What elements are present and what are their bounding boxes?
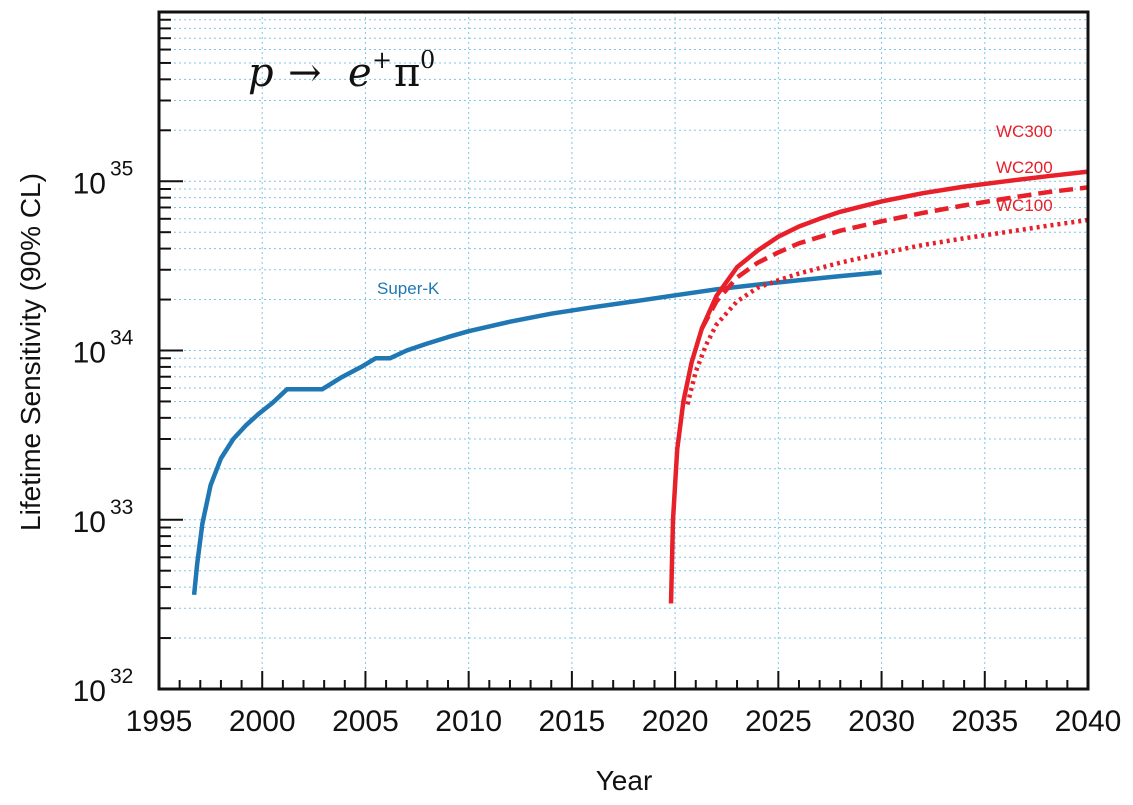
y-axis-title: Lifetime Sensitivity (90% CL) <box>15 173 46 531</box>
series-label-wc200: WC200 <box>996 158 1053 177</box>
formula-pion: π <box>394 50 420 96</box>
x-tick-label: 2015 <box>539 705 606 738</box>
x-axis-title: Year <box>596 765 653 796</box>
y-tick-label-base: 10 <box>73 506 106 539</box>
series-line-super-k <box>191 269 882 596</box>
y-tick-label-exponent: 35 <box>110 157 133 180</box>
x-tick-label: 2035 <box>951 705 1018 738</box>
y-tick-label-exponent: 32 <box>110 665 133 688</box>
series-labels: Super-K WC300 WC200 WC100 <box>377 122 1053 298</box>
y-tick-label-exponent: 33 <box>110 496 133 519</box>
series-line-wc300 <box>668 169 1089 604</box>
x-tick-labels: 1995 2000 2005 2010 2015 2020 2025 2030 2035 2040 <box>126 705 1122 738</box>
x-tick-label: 2020 <box>642 705 709 738</box>
y-tick-label-base: 10 <box>73 167 106 200</box>
x-tick-label: 2010 <box>435 705 502 738</box>
x-tick-label: 2040 <box>1055 705 1122 738</box>
x-tick-label: 2000 <box>229 705 296 738</box>
formula-proton: p <box>248 50 274 96</box>
formula-arrow: → <box>288 50 322 96</box>
y-tick-label-base: 10 <box>73 337 106 370</box>
plot-frame <box>157 10 1090 691</box>
y-tick-label-base: 10 <box>73 675 106 708</box>
formula-pion-charge: 0 <box>420 46 435 74</box>
series-label-wc100: WC100 <box>996 196 1053 215</box>
series-label-wc300: WC300 <box>996 122 1053 141</box>
series-lines <box>191 169 1089 604</box>
x-tick-label: 2005 <box>332 705 399 738</box>
formula-positron: e <box>348 50 372 96</box>
series-line-wc100 <box>685 217 1089 405</box>
formula-positron-charge: + <box>372 46 392 74</box>
x-tick-label: 1995 <box>126 705 193 738</box>
x-tick-label: 2030 <box>848 705 915 738</box>
x-tick-label: 2025 <box>745 705 812 738</box>
y-tick-label-exponent: 34 <box>110 327 134 350</box>
reaction-formula: p → e + π 0 <box>248 46 435 96</box>
series-label-super-k: Super-K <box>377 279 440 298</box>
series-line-wc200 <box>699 185 1089 330</box>
